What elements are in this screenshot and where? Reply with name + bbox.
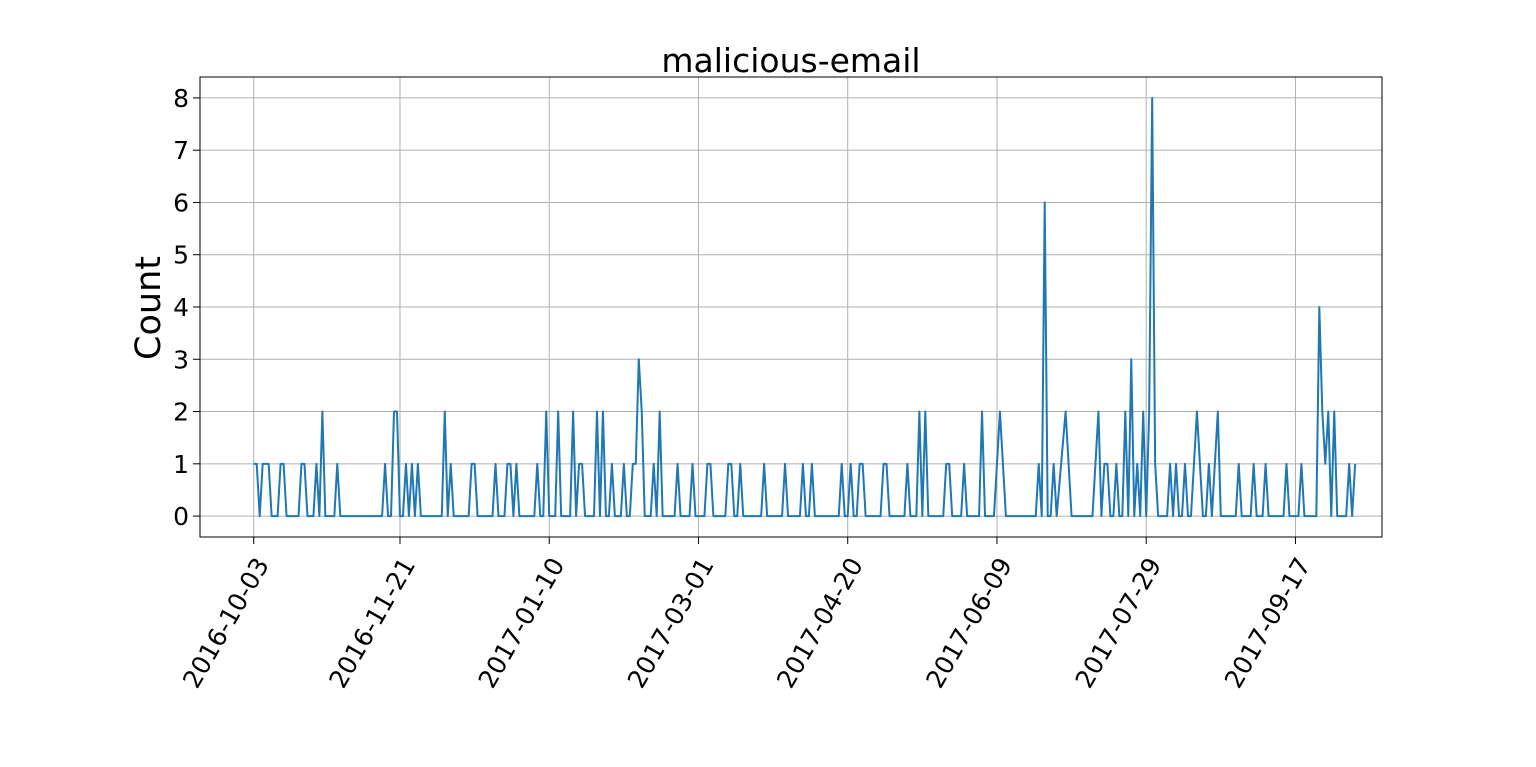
x-tick-label: 2017-04-20 <box>771 553 869 693</box>
x-tick-label: 2017-06-09 <box>920 553 1018 693</box>
x-tick-label: 2016-11-21 <box>323 553 421 693</box>
y-tick-label: 5 <box>173 241 189 270</box>
series-layer <box>253 96 1357 518</box>
y-tick-label: 8 <box>173 84 189 113</box>
x-tick-label: 2017-03-01 <box>622 553 720 693</box>
y-tick-label: 4 <box>173 293 189 322</box>
y-tick-label: 1 <box>173 450 189 479</box>
y-tick-label: 7 <box>173 136 189 165</box>
x-tick-label: 2016-10-03 <box>177 553 275 693</box>
grid <box>200 77 1382 537</box>
y-axis: 0 1 2 3 4 5 6 7 8 <box>173 84 200 531</box>
x-tick-label: 2017-01-10 <box>473 553 571 693</box>
y-tick-label: 0 <box>173 502 189 531</box>
x-tick-label: 2017-07-29 <box>1070 553 1168 693</box>
x-axis: 2016-10-03 2016-11-21 2017-01-10 2017-03-01… <box>177 537 1317 693</box>
y-axis-label: Count <box>129 256 169 360</box>
chart-title: malicious-email <box>661 41 920 80</box>
y-tick-label: 2 <box>173 398 189 427</box>
x-tick-label: 2017-09-17 <box>1219 553 1317 693</box>
y-tick-label: 6 <box>173 188 189 217</box>
series-line <box>253 96 1357 518</box>
y-tick-label: 3 <box>173 345 189 374</box>
